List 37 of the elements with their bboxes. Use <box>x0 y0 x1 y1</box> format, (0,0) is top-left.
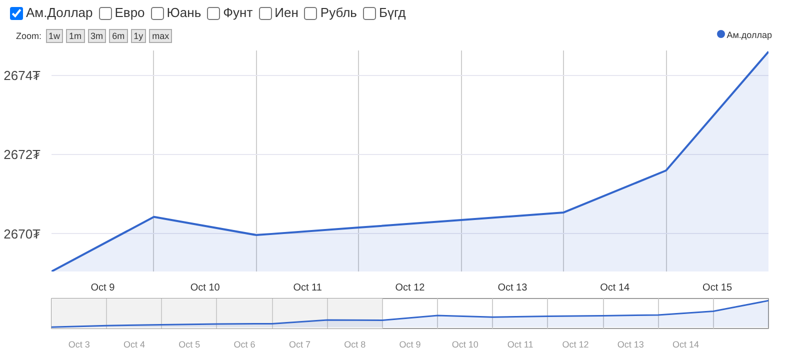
x-tick-label: Oct 10 <box>190 282 220 294</box>
x-tick-label: Oct 11 <box>507 340 534 350</box>
x-tick-label: Oct 7 <box>288 340 310 350</box>
text: 1y <box>130 28 146 44</box>
legend-label: Ам.доллар <box>726 30 772 40</box>
x-tick-label: Oct 13 <box>498 282 528 294</box>
text: Юань <box>166 5 202 20</box>
y-tick-label: 2672₮ <box>4 147 41 162</box>
x-tick-label: Oct 15 <box>702 282 732 294</box>
text: 6m <box>109 28 128 44</box>
x-tick-label: Oct 9 <box>399 340 421 350</box>
x-tick-label: Oct 9 <box>90 282 116 294</box>
text: Фунт <box>222 5 253 20</box>
y-tick-label: 2674₮ <box>4 68 41 83</box>
x-tick-label: Oct 8 <box>344 340 366 350</box>
text: Евро <box>114 5 145 20</box>
x-tick-label: Oct 12 <box>395 282 426 294</box>
text: Рубль <box>319 5 357 20</box>
text: 1m <box>66 28 85 44</box>
x-tick-label: Oct 5 <box>178 340 200 350</box>
x-tick-label: Oct 6 <box>234 340 256 350</box>
x-tick-label: Oct 10 <box>452 340 478 350</box>
x-tick-label: Oct 4 <box>123 340 145 350</box>
text: Ам.Доллар <box>25 5 93 20</box>
text: 3m <box>88 28 106 44</box>
x-tick-label: Oct 3 <box>68 340 90 350</box>
text: Zoom: <box>16 30 42 41</box>
text: 1w <box>46 28 64 44</box>
text: max <box>149 28 172 44</box>
x-tick-label: Oct 14 <box>600 282 630 294</box>
y-tick-label: 2670₮ <box>4 226 41 242</box>
x-tick-label: Oct 12 <box>562 340 589 350</box>
text: Бүгд <box>378 5 406 20</box>
x-tick-label: Oct 13 <box>617 340 644 350</box>
x-tick-label: Oct 11 <box>293 282 322 294</box>
text: Иен <box>274 5 298 20</box>
x-tick-label: Oct 14 <box>672 340 700 350</box>
